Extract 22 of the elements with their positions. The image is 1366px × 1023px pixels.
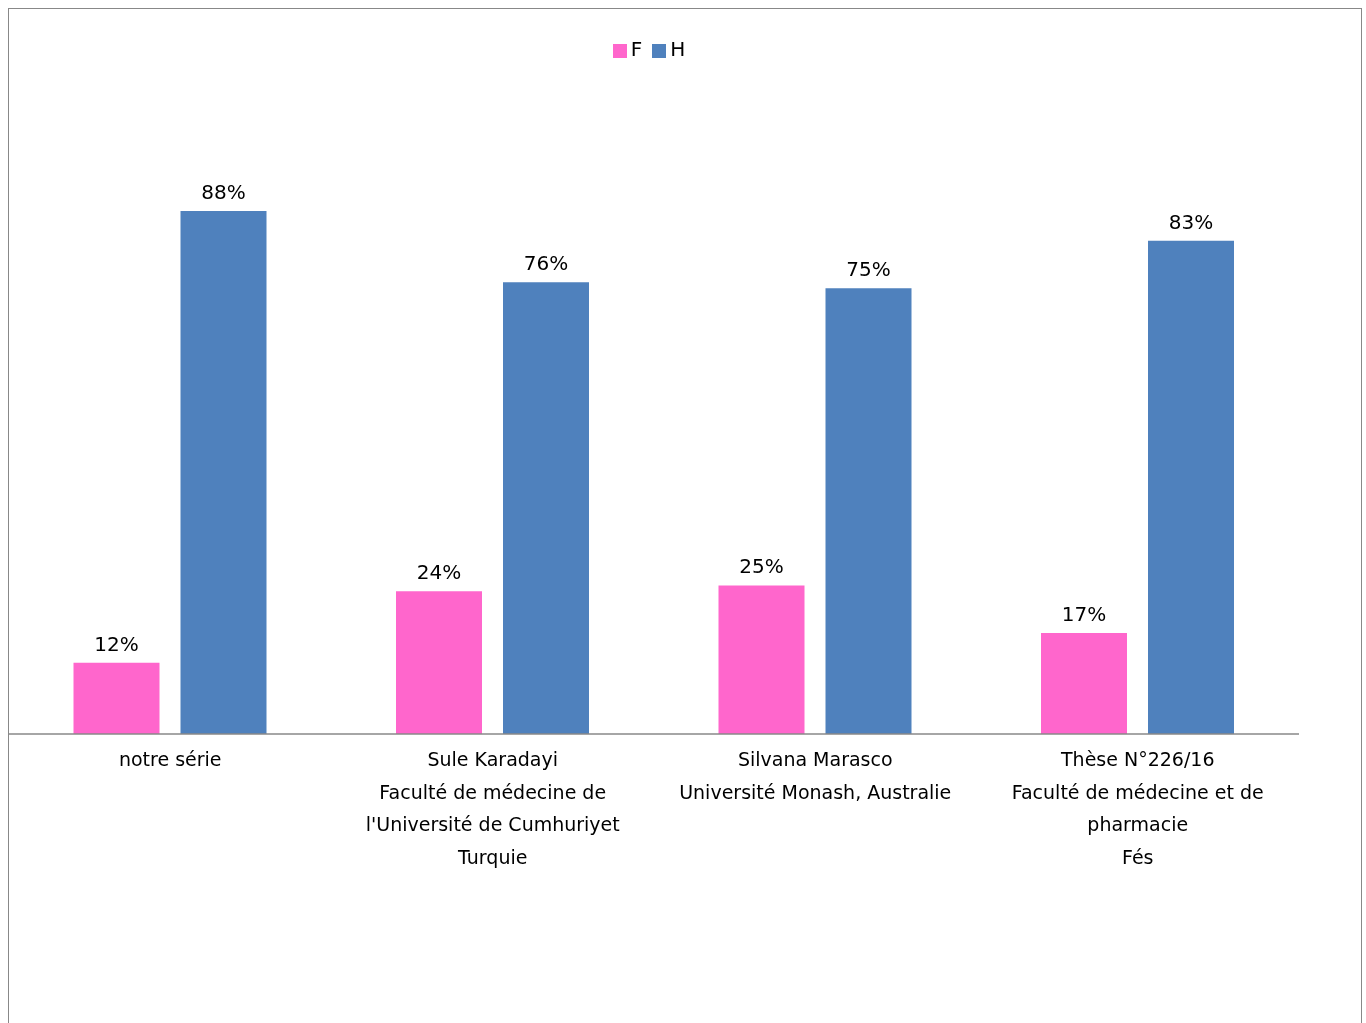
- x-tick-label: Sule Karadayi Faculté de médecine de l'Université de Cumhuriyet Turquie: [365, 748, 620, 868]
- bar: [503, 282, 589, 734]
- bar: [396, 591, 482, 734]
- data-label: 88%: [201, 180, 246, 204]
- bar: [718, 585, 805, 734]
- legend-label: H: [670, 37, 686, 61]
- legend-label: F: [630, 37, 643, 61]
- bar: [1148, 240, 1234, 734]
- data-label: 12%: [94, 631, 139, 656]
- x-tick-label: Silvana Marasco Université Monash, Australie: [679, 748, 952, 803]
- bar: [73, 662, 160, 734]
- data-label: 75%: [846, 257, 891, 282]
- x-tick-label: notre série: [118, 748, 222, 770]
- bar: [1041, 632, 1127, 734]
- data-label: 83%: [1168, 209, 1214, 234]
- data-label: 17%: [1061, 601, 1107, 626]
- bar: [825, 288, 912, 734]
- bar: [180, 211, 267, 734]
- data-label: 76%: [523, 251, 569, 276]
- data-label: 25%: [739, 554, 784, 579]
- x-tick-label: Thèse N°226/16 Faculté de médecine et de pharmacie Fés: [1011, 748, 1264, 868]
- data-label: 24%: [416, 560, 462, 585]
